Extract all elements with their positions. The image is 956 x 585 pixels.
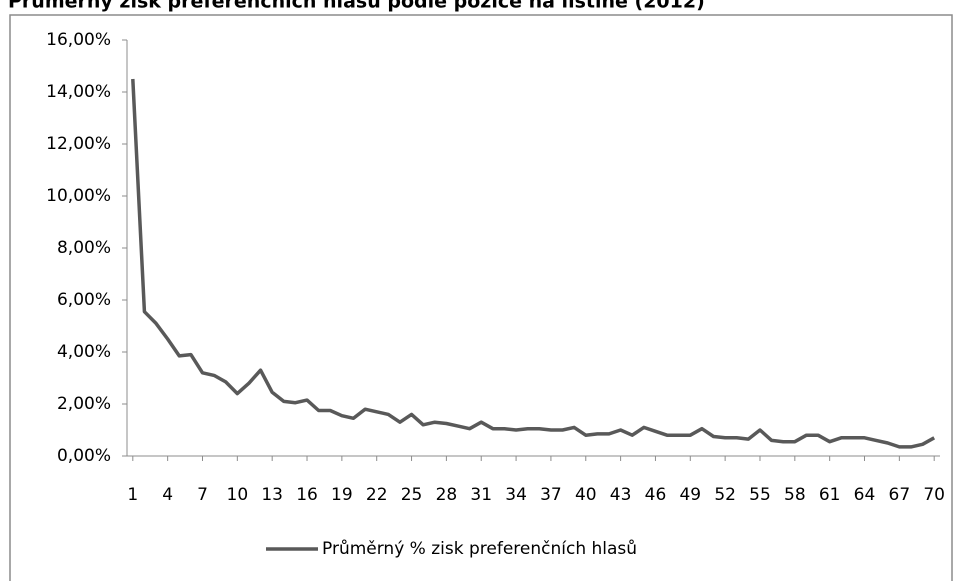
- y-tick-label: 4,00%: [57, 342, 111, 362]
- x-tick-label: 4: [162, 485, 173, 505]
- x-tick-label: 55: [749, 485, 771, 505]
- x-tick-label: 58: [784, 485, 806, 505]
- x-tick-label: 37: [540, 485, 562, 505]
- x-tick-label: 22: [366, 485, 388, 505]
- y-tick-label: 12,00%: [46, 134, 111, 154]
- legend-label: Průměrný % zisk preferenčních hlasů: [322, 539, 637, 559]
- x-tick-label: 13: [261, 485, 283, 505]
- x-tick-label: 16: [296, 485, 318, 505]
- y-tick-label: 10,00%: [46, 186, 111, 206]
- x-tick-label: 52: [714, 485, 736, 505]
- x-tick-label: 43: [610, 485, 632, 505]
- y-tick-label: 0,00%: [57, 446, 111, 466]
- chart-title: Průměrný zisk preferenčních hlasů podle …: [8, 0, 705, 13]
- x-tick-label: 34: [505, 485, 527, 505]
- x-tick-label: 7: [197, 485, 208, 505]
- x-tick-label: 28: [436, 485, 458, 505]
- x-tick-label: 61: [819, 485, 841, 505]
- y-tick-label: 8,00%: [57, 238, 111, 258]
- y-tick-label: 6,00%: [57, 290, 111, 310]
- chart-frame: [9, 14, 953, 585]
- y-tick-label: 16,00%: [46, 30, 111, 50]
- x-tick-label: 67: [889, 485, 911, 505]
- x-tick-label: 31: [470, 485, 492, 505]
- x-tick-label: 70: [923, 485, 945, 505]
- x-tick-label: 19: [331, 485, 353, 505]
- x-tick-label: 1: [127, 485, 138, 505]
- y-tick-label: 2,00%: [57, 394, 111, 414]
- x-tick-label: 40: [575, 485, 597, 505]
- data-line: [131, 78, 936, 449]
- x-tick-label: 10: [227, 485, 249, 505]
- x-tick-label: 64: [854, 485, 876, 505]
- x-tick-label: 25: [401, 485, 423, 505]
- y-tick-label: 14,00%: [46, 82, 111, 102]
- x-tick-label: 49: [679, 485, 701, 505]
- x-tick-label: 46: [645, 485, 667, 505]
